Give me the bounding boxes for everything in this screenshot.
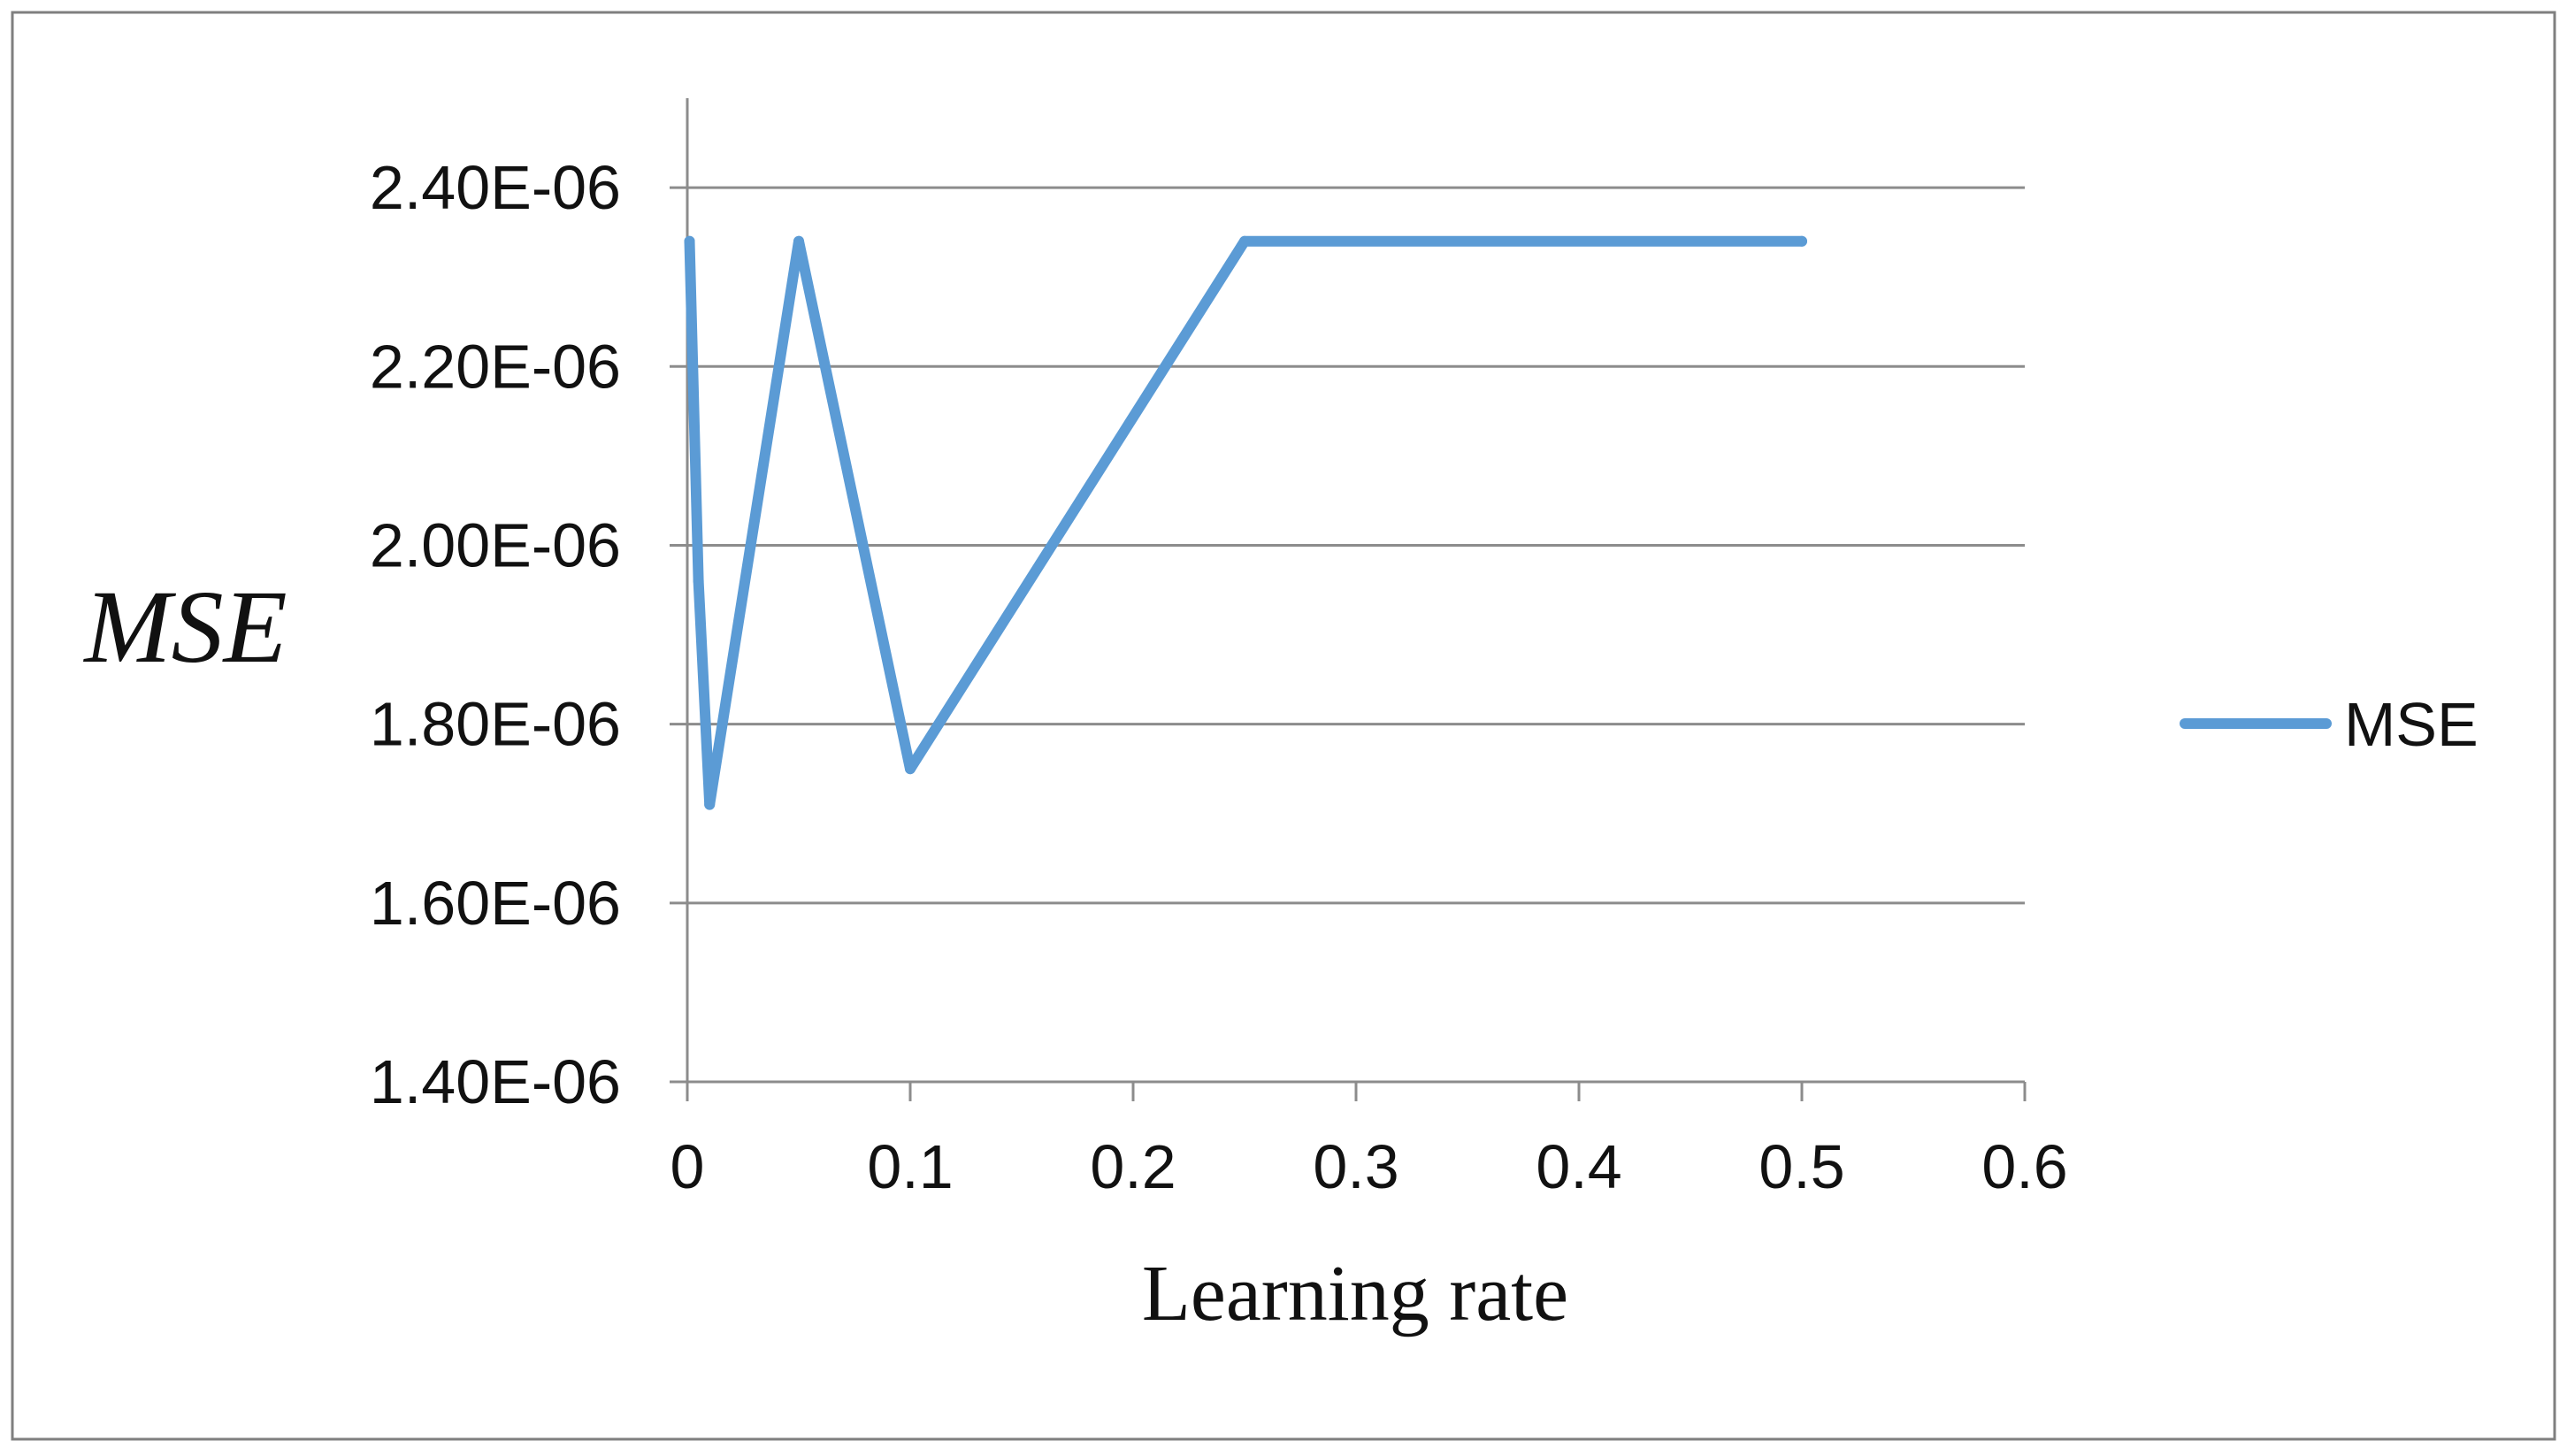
y-tick-label: 1.40E-06 [370, 1047, 621, 1116]
data-point [693, 575, 704, 586]
y-axis-title: MSE [82, 569, 287, 685]
y-tick-label: 1.60E-06 [370, 869, 621, 938]
x-axis-title: Learning rate [1142, 1250, 1568, 1337]
x-tick-label: 0.3 [1313, 1132, 1398, 1201]
data-point [1797, 235, 1807, 247]
y-tick-label: 2.00E-06 [370, 510, 621, 579]
x-tick-labels: 0 0.1 0.2 0.3 0.4 0.5 0.6 [670, 1132, 2068, 1201]
gridlines [687, 186, 2025, 905]
x-tick-label: 0.4 [1536, 1132, 1621, 1201]
x-tick-label: 0.1 [867, 1132, 953, 1201]
data-point [704, 799, 716, 810]
y-tick-label: 2.20E-06 [370, 332, 621, 401]
y-tick-label: 1.80E-06 [370, 690, 621, 759]
x-tick-label: 0.6 [1981, 1132, 2067, 1201]
x-tick-label: 0 [670, 1132, 705, 1201]
data-point [684, 235, 695, 247]
x-tick-label: 0.2 [1090, 1132, 1176, 1201]
legend-label: MSE [2344, 690, 2479, 759]
data-point [793, 235, 804, 247]
series-lines [684, 235, 1807, 810]
data-point [905, 763, 916, 775]
chart-border [11, 11, 2556, 1441]
y-tick-labels: 1.40E-06 1.60E-06 1.80E-06 2.00E-06 2.20E-06… [370, 153, 621, 1116]
data-point [1239, 235, 1250, 247]
y-tick-label: 2.40E-06 [370, 153, 621, 222]
x-tick-label: 0.5 [1759, 1132, 1844, 1201]
legend: MSE [2180, 690, 2479, 759]
